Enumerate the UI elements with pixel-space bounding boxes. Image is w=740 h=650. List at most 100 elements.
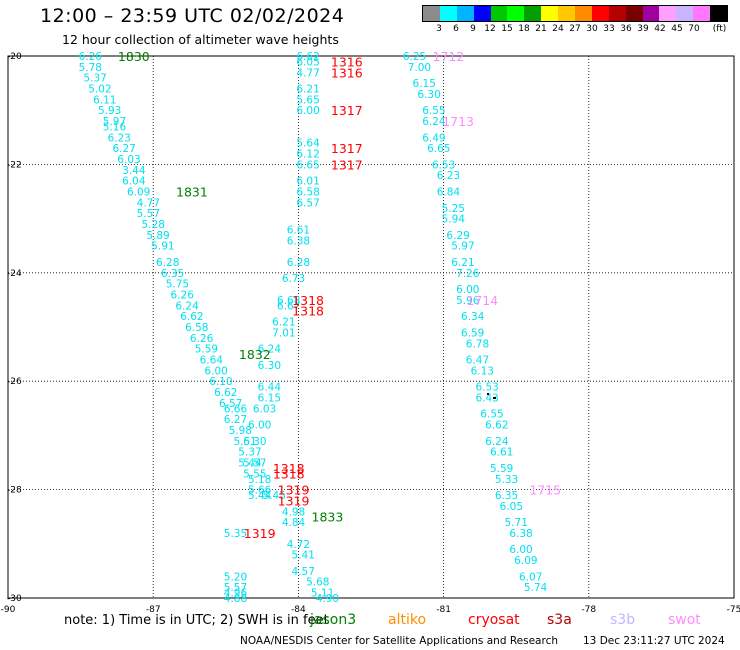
pass-time-label: 1830 — [118, 49, 150, 64]
wave-height-value: 6.61 — [287, 224, 310, 236]
pass-time-label: 1317 — [331, 157, 363, 172]
x-tick-label: -84 — [291, 605, 306, 615]
y-tick-label: -24 — [7, 269, 22, 279]
wave-height-value: 5.02 — [88, 84, 111, 96]
wave-height-value: 5.41 — [292, 550, 315, 562]
pass-time-label: 1831 — [176, 185, 208, 200]
wave-height-value: 6.62 — [296, 51, 319, 63]
wave-height-value: 5.59 — [490, 463, 513, 475]
footer-note: note: 1) Time is in UTC; 2) SWH is in fe… — [64, 613, 329, 628]
legend-swatch — [575, 6, 592, 21]
y-tick-label: -26 — [7, 377, 22, 387]
pass-time-label: 1714 — [466, 293, 498, 308]
legend-swatch — [524, 6, 542, 21]
legend-labels: 3 6 9 12 15 18 21 24 27 30 33 36 39 42 45 70 (ft) — [422, 22, 728, 36]
wave-height-value: 6.30 — [258, 360, 281, 372]
wave-height-value: 5.66 — [248, 485, 272, 497]
wave-height-value: 6.24 — [422, 116, 446, 128]
wave-height-value: 6.62 — [214, 387, 237, 399]
wave-height-value: 5.44 — [248, 490, 272, 502]
pass-time-label: 1316 — [331, 65, 363, 80]
wave-height-value: 5.44 — [238, 458, 262, 470]
wave-height-value: 7.26 — [456, 268, 480, 280]
wave-height-value: 5.18 — [248, 474, 271, 486]
wave-height-value: 5.71 — [505, 517, 528, 529]
wave-height-value: 6.68 — [277, 295, 300, 307]
wave-height-value: 6.59 — [461, 327, 484, 339]
wave-height-value: 5.37 — [238, 447, 261, 459]
legend-color-bar — [422, 5, 728, 22]
wave-height-value: 6.57 — [296, 197, 319, 209]
legend-label: 3 — [436, 24, 442, 34]
wave-height-value: 4.77 — [296, 67, 319, 79]
legend-label: 33 — [603, 24, 615, 34]
wave-height-value: 6.65 — [296, 159, 319, 171]
wave-height-value: 6.03 — [117, 154, 140, 166]
wave-height-value: 5.55 — [243, 468, 266, 480]
legend-swatch — [473, 6, 491, 21]
wave-height-value: 6.23 — [437, 170, 460, 182]
wave-height-value: 5.51 — [233, 436, 256, 448]
wave-height-value: 5.28 — [142, 219, 165, 231]
wave-height-value: 6.04 — [122, 176, 146, 188]
y-tick-label: -30 — [7, 594, 22, 604]
wave-height-value: 6.73 — [282, 273, 305, 285]
pass-time-label: 1316 — [331, 54, 363, 69]
legend-label: 27 — [569, 24, 581, 34]
legend-swatch — [642, 6, 660, 21]
wave-height-value: 6.26 — [171, 289, 195, 301]
wave-height-value: 6.38 — [287, 235, 310, 247]
page-title: 12:00 – 23:59 UTC 02/02/2024 — [40, 5, 345, 27]
wave-height-value: 5.57 — [137, 208, 160, 220]
pass-time-label: 1318 — [273, 466, 305, 481]
wave-height-value: 5.75 — [166, 279, 189, 291]
wave-height-value: 6.13 — [471, 365, 494, 377]
wave-height-value: 6.55 — [422, 105, 445, 117]
legend-swatch — [710, 6, 728, 21]
wave-height-value: 6.28 — [287, 257, 310, 269]
wave-height-value: 6.49 — [422, 132, 445, 144]
wave-height-value: 4.84 — [282, 517, 306, 529]
wave-height-value: 4.98 — [282, 506, 305, 518]
x-tick-label: -81 — [436, 605, 451, 615]
wave-height-value: 6.30 — [243, 436, 266, 448]
wave-height-value: 6.00 — [509, 544, 532, 556]
y-tick-label: -28 — [7, 486, 22, 496]
wave-height-value: 3.44 — [122, 165, 146, 177]
satellite-s3b: s3b — [610, 612, 636, 628]
legend-label: 30 — [586, 24, 598, 34]
wave-height-value: 5.94 — [442, 214, 466, 226]
wave-height-value: 6.24 — [175, 300, 199, 312]
legend-label: 24 — [552, 24, 564, 34]
wave-height-value: 6.09 — [127, 187, 150, 199]
satellite-altiko: altiko — [388, 612, 427, 628]
y-tick-label: -22 — [7, 160, 22, 170]
legend-swatch — [439, 6, 457, 21]
wave-height-value: 6.00 — [248, 420, 271, 432]
x-tick-label: -90 — [1, 605, 16, 615]
generated-timestamp: 13 Dec 23:11:27 UTC 2024 — [583, 635, 725, 647]
wave-height-value: 6.47 — [466, 355, 489, 367]
wave-height-value: 6.15 — [413, 78, 436, 90]
wave-height-value: 5.65 — [296, 94, 319, 106]
satellite-s3a: s3a — [547, 612, 572, 628]
legend-label: 36 — [620, 24, 632, 34]
wave-height-value: 6.58 — [185, 322, 208, 334]
wave-height-value: 5.16 — [103, 121, 127, 133]
wave-height-value: 7.01 — [272, 327, 295, 339]
wave-height-value: 5.64 — [296, 138, 320, 150]
wave-height-value: 6.30 — [417, 89, 440, 101]
x-tick-label: -78 — [581, 605, 596, 615]
legend-swatch — [541, 6, 559, 21]
x-tick-label: -75 — [727, 605, 740, 615]
legend-swatch — [558, 6, 576, 21]
pass-time-label: 1318 — [273, 461, 305, 476]
legend-label: 21 — [535, 24, 547, 34]
wave-height-value: 6.29 — [446, 230, 469, 242]
page-subtitle: 12 hour collection of altimeter wave hei… — [62, 32, 339, 47]
satellite-cryosat: cryosat — [468, 612, 520, 628]
wave-height-value: 6.27 — [112, 143, 135, 155]
legend-swatch — [625, 6, 643, 21]
wave-height-value: 6.27 — [224, 414, 247, 426]
